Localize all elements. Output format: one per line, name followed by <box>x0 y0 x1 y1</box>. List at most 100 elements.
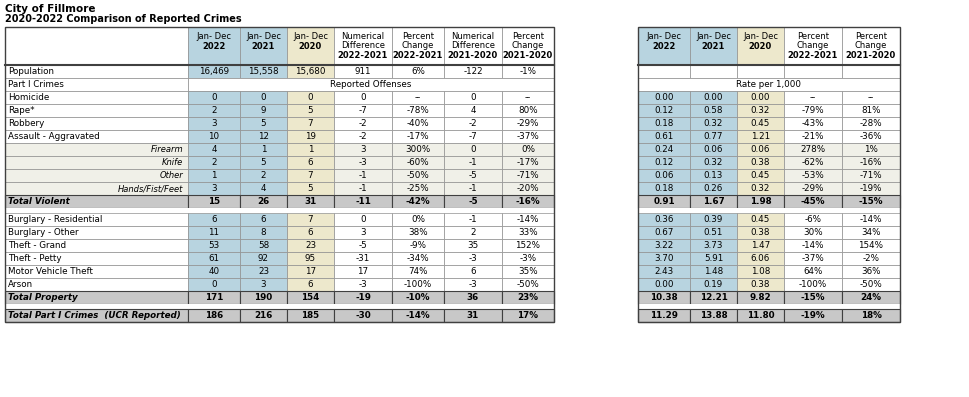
Text: 2021-2020: 2021-2020 <box>845 51 895 60</box>
Text: 0.06: 0.06 <box>703 145 723 154</box>
Bar <box>783 252 841 265</box>
Bar <box>638 27 899 322</box>
Text: -21%: -21% <box>801 132 824 141</box>
Bar <box>188 309 239 322</box>
Text: 1.21: 1.21 <box>750 132 769 141</box>
Text: -11: -11 <box>355 197 370 206</box>
Bar <box>333 156 391 169</box>
Text: 35%: 35% <box>517 267 537 276</box>
Text: 30%: 30% <box>802 228 822 237</box>
Bar <box>5 78 188 91</box>
Text: 26: 26 <box>257 197 269 206</box>
Bar <box>444 195 502 208</box>
Text: 2: 2 <box>470 228 475 237</box>
Text: 36: 36 <box>466 293 479 302</box>
Text: 190: 190 <box>254 293 272 302</box>
Text: 0.39: 0.39 <box>703 215 723 224</box>
Bar <box>333 143 391 156</box>
Bar <box>188 226 239 239</box>
Text: 185: 185 <box>301 311 319 320</box>
Bar <box>689 309 736 322</box>
Bar <box>287 195 333 208</box>
Text: Reported Offenses: Reported Offenses <box>330 80 411 89</box>
Bar <box>333 291 391 304</box>
Bar <box>502 226 553 239</box>
Bar <box>5 156 188 169</box>
Text: 1%: 1% <box>863 145 877 154</box>
Bar <box>391 309 444 322</box>
Bar <box>736 169 783 182</box>
Text: 9.82: 9.82 <box>749 293 770 302</box>
Bar <box>502 65 553 78</box>
Text: 2022: 2022 <box>203 42 226 51</box>
Bar <box>333 239 391 252</box>
Bar <box>689 27 736 65</box>
Text: 10: 10 <box>208 132 219 141</box>
Text: 3.73: 3.73 <box>703 241 723 250</box>
Bar <box>188 65 239 78</box>
Bar <box>736 226 783 239</box>
Text: -37%: -37% <box>516 132 539 141</box>
Text: Total Violent: Total Violent <box>8 197 70 206</box>
Text: Numerical: Numerical <box>341 32 384 41</box>
Text: 5: 5 <box>307 106 313 115</box>
Text: 0.24: 0.24 <box>654 145 672 154</box>
Text: 16,469: 16,469 <box>199 67 229 76</box>
Bar <box>502 195 553 208</box>
Bar <box>287 252 333 265</box>
Bar <box>333 104 391 117</box>
Text: -1: -1 <box>468 215 477 224</box>
Bar <box>638 78 899 91</box>
Text: Percent: Percent <box>797 32 828 41</box>
Text: -2: -2 <box>359 119 367 128</box>
Bar <box>444 226 502 239</box>
Bar <box>444 65 502 78</box>
Text: 2: 2 <box>211 106 216 115</box>
Bar <box>287 130 333 143</box>
Text: 0.38: 0.38 <box>750 280 769 289</box>
Text: 0.26: 0.26 <box>703 184 722 193</box>
Text: 911: 911 <box>355 67 371 76</box>
Text: 18%: 18% <box>860 311 881 320</box>
Text: Numerical: Numerical <box>451 32 494 41</box>
Bar <box>638 239 689 252</box>
Text: 31: 31 <box>304 197 316 206</box>
Text: -42%: -42% <box>405 197 430 206</box>
Bar <box>391 143 444 156</box>
Text: 0.67: 0.67 <box>654 228 673 237</box>
Text: -14%: -14% <box>859 215 882 224</box>
Bar <box>841 143 899 156</box>
Bar <box>783 91 841 104</box>
Text: 7: 7 <box>307 119 313 128</box>
Text: 3.70: 3.70 <box>653 254 673 263</box>
Text: 0: 0 <box>359 93 365 102</box>
Bar <box>689 195 736 208</box>
Bar <box>444 143 502 156</box>
Bar <box>638 278 689 291</box>
Bar <box>689 213 736 226</box>
Text: 0: 0 <box>211 93 217 102</box>
Bar <box>188 239 239 252</box>
Text: -1: -1 <box>359 171 367 180</box>
Text: -9%: -9% <box>409 241 426 250</box>
Bar <box>333 252 391 265</box>
Text: Rate per 1,000: Rate per 1,000 <box>735 80 800 89</box>
Text: Change: Change <box>401 41 434 50</box>
Text: 23: 23 <box>258 267 268 276</box>
Text: 61: 61 <box>208 254 219 263</box>
Bar <box>638 65 689 78</box>
Text: 1.48: 1.48 <box>703 267 722 276</box>
Bar <box>689 143 736 156</box>
Bar <box>736 239 783 252</box>
Bar <box>841 278 899 291</box>
Text: 0.19: 0.19 <box>703 280 722 289</box>
Bar <box>638 182 689 195</box>
Text: -60%: -60% <box>406 158 429 167</box>
Text: 0: 0 <box>470 93 476 102</box>
Text: 6: 6 <box>307 158 313 167</box>
Bar <box>783 265 841 278</box>
Bar <box>444 104 502 117</box>
Text: --: -- <box>524 93 531 102</box>
Bar <box>736 117 783 130</box>
Bar <box>689 169 736 182</box>
